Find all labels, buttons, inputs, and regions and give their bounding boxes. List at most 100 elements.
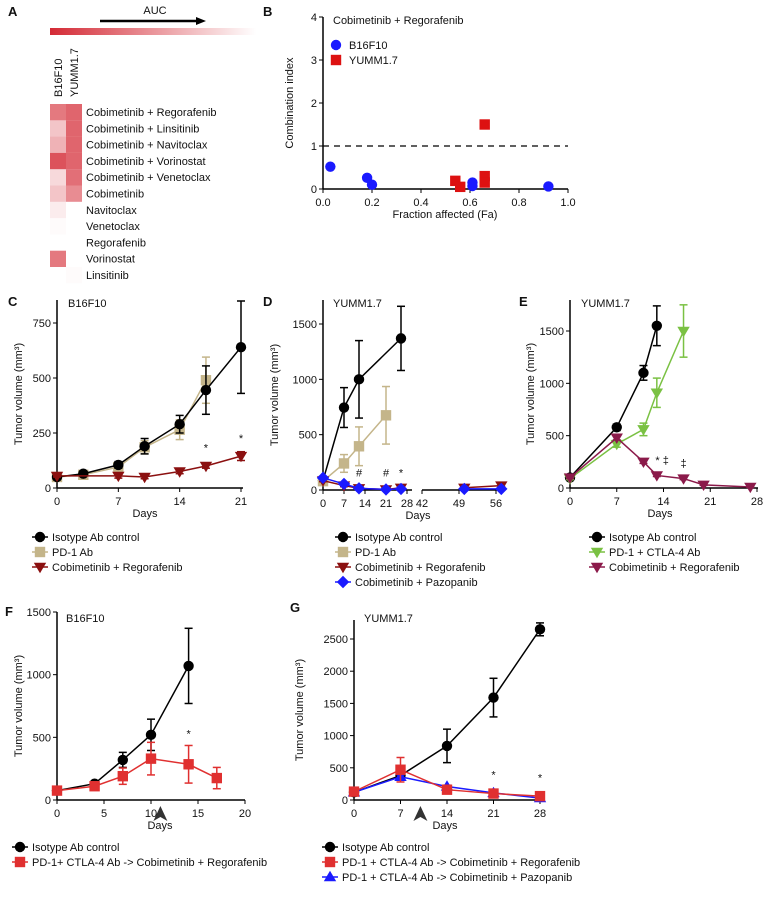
- x-tick-label: 0: [320, 498, 326, 510]
- panel-letter-d: D: [263, 294, 272, 309]
- y-axis-label: Tumor volume (mm³): [294, 659, 306, 761]
- heatmap-cell: [66, 267, 82, 283]
- x-tick-label: 14: [657, 496, 669, 508]
- y-tick-label: 500: [330, 763, 348, 775]
- x-tick-label: 7: [341, 498, 347, 510]
- data-point: [89, 781, 100, 792]
- heatmap-cell: [66, 234, 82, 250]
- heatmap-row-label: Cobimetinib + Navitoclax: [86, 140, 208, 152]
- x-tick-label: 28: [534, 808, 546, 820]
- series-line: [322, 337, 402, 481]
- legend-marker: [323, 870, 337, 882]
- data-point: [183, 660, 194, 672]
- data-point: [488, 692, 499, 703]
- x-tick-label: 7: [115, 496, 121, 508]
- chart-title: YUMM1.7: [333, 298, 382, 310]
- heatmap-cell: [50, 250, 66, 267]
- heatmap-cell: [50, 169, 66, 186]
- y-tick-label: 1000: [324, 731, 348, 743]
- x-tick-label: 1.0: [560, 197, 575, 209]
- heatmap-cell: [66, 185, 82, 202]
- data-point: [139, 441, 150, 452]
- data-point: [467, 180, 478, 192]
- y-tick-label: 2500: [324, 634, 348, 646]
- x-tick-label: 21: [487, 808, 499, 820]
- x-axis-label: Days: [405, 510, 431, 522]
- data-point: [234, 451, 248, 463]
- heatmap-row-label: Linsitinib: [86, 270, 129, 282]
- data-point: [611, 422, 622, 433]
- data-point: [395, 764, 406, 775]
- heatmap-cell: [50, 152, 66, 170]
- legend-marker: [336, 575, 350, 589]
- legend-marker: [14, 841, 26, 853]
- legend-label: Cobimetinib + Regorafenib: [355, 562, 486, 574]
- data-point: [379, 483, 393, 496]
- y-tick-label: 500: [299, 430, 317, 442]
- y-tick-label: 750: [33, 318, 51, 330]
- data-point: [183, 759, 194, 770]
- data-point: [394, 482, 408, 496]
- heatmap-row-label: Navitoclax: [86, 205, 137, 217]
- x-tick-label: 14: [174, 496, 186, 508]
- panel-letter-c: C: [8, 294, 18, 309]
- data-point: [479, 170, 490, 182]
- y-tick-label: 1000: [540, 378, 564, 390]
- legend-marker: [324, 856, 336, 868]
- x-axis-label: Days: [647, 508, 673, 520]
- heatmap-row-label: Vorinostat: [86, 254, 135, 266]
- data-point: [479, 177, 490, 188]
- x-axis-label: Days: [432, 820, 458, 832]
- y-tick-label: 1500: [540, 326, 564, 338]
- significance-marker: * ‡: [655, 455, 668, 467]
- legend-label: PD-1 + CTLA-4 Ab: [609, 547, 700, 559]
- x-tick-label: 0.6: [462, 197, 477, 209]
- chart-title: YUMM1.7: [364, 613, 413, 625]
- legend-marker: [33, 562, 47, 574]
- x-tick-label: 20: [239, 808, 251, 820]
- data-point: [353, 441, 365, 452]
- heatmap-cell: [66, 152, 82, 170]
- y-axis-label: Combination index: [284, 57, 296, 149]
- data-point: [352, 482, 366, 495]
- data-point: [610, 433, 623, 444]
- legend-label: PD-1 + CTLA-4 Ab -> Cobimetinib + Regora…: [342, 857, 580, 869]
- chart-title: Cobimetinib + Regorafenib: [333, 15, 464, 27]
- chart-title: YUMM1.7: [581, 298, 630, 310]
- significance-marker: #: [383, 468, 390, 480]
- data-point: [138, 472, 151, 484]
- legend-label: Cobimetinib + Regorafenib: [52, 562, 183, 574]
- data-point: [112, 471, 125, 483]
- data-point: [534, 790, 546, 802]
- data-point: [395, 333, 407, 344]
- heatmap-row-label: Cobimetinib + Vorinostat: [86, 156, 206, 168]
- x-tick-label: 42: [416, 498, 428, 510]
- data-point: [174, 419, 185, 430]
- heatmap-cell: [50, 104, 66, 121]
- data-point: [199, 461, 213, 473]
- data-point: [650, 471, 664, 482]
- data-point: [348, 786, 360, 797]
- y-tick-label: 3: [311, 55, 317, 67]
- data-point: [337, 477, 351, 491]
- chart-title: B16F10: [66, 613, 105, 625]
- x-tick-label: 7: [614, 496, 620, 508]
- x-tick-label: 7: [397, 808, 403, 820]
- heatmap-cell: [66, 104, 82, 121]
- legend-label: PD-1 Ab: [355, 547, 396, 559]
- data-point: [479, 119, 490, 130]
- data-point: [235, 342, 247, 353]
- legend-marker: [330, 54, 342, 66]
- data-point: [563, 473, 577, 484]
- x-axis-label: Days: [147, 820, 173, 832]
- x-tick-label: 21: [704, 496, 716, 508]
- data-point: [637, 425, 650, 436]
- data-point: [677, 474, 690, 485]
- heatmap-cell: [50, 136, 66, 153]
- y-tick-label: 4: [311, 12, 317, 24]
- y-tick-label: 0: [342, 795, 348, 807]
- data-point: [441, 740, 453, 752]
- panel-letter-a: A: [8, 4, 18, 19]
- legend-marker: [324, 841, 336, 853]
